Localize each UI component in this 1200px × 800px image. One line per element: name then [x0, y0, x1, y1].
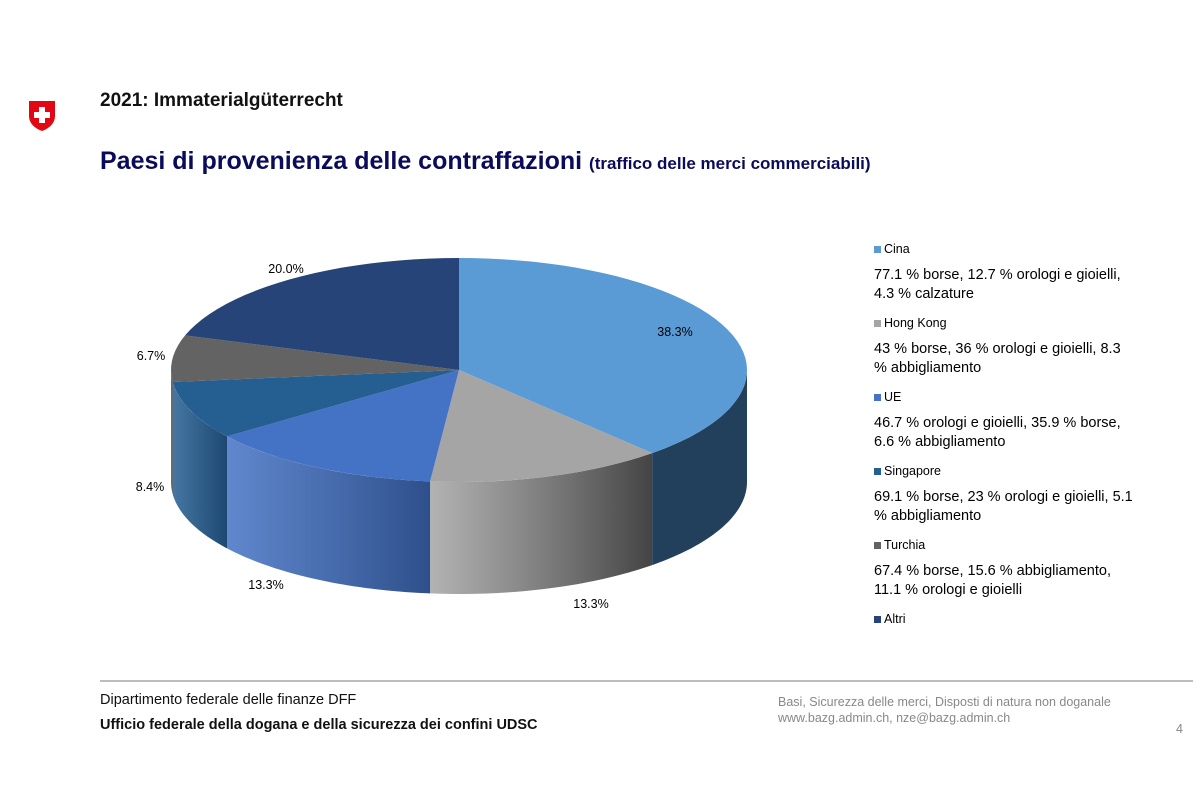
legend-swatch — [874, 319, 881, 327]
pie-slice-singapore — [172, 370, 459, 437]
data-label-cina: 38.3% — [657, 325, 692, 339]
data-label-hong-kong: 13.3% — [573, 597, 608, 611]
data-label-ue: 13.3% — [248, 578, 283, 592]
pie-slice-turchia — [171, 335, 459, 382]
legend-item: UE — [874, 388, 1174, 406]
data-label-turchia: 6.7% — [137, 349, 166, 363]
legend-label: UE — [884, 390, 902, 404]
legend-item: Hong Kong — [874, 314, 1174, 332]
legend-label: Singapore — [884, 464, 941, 478]
legend-item: Altri — [874, 610, 1174, 628]
footer-department: Dipartimento federale delle finanze DFF — [100, 692, 357, 708]
pie-side-hong-kong — [430, 453, 653, 594]
legend-description: 46.7 % orologi e gioielli, 35.9 % borse,… — [874, 415, 1121, 450]
slide-title: Paesi di provenienza delle contraffazion… — [100, 147, 871, 176]
legend-swatch — [874, 467, 881, 475]
legend-item: Cina — [874, 240, 1174, 258]
slide-kicker: 2021: Immaterialgüterrecht — [100, 90, 343, 111]
pie-side-turchia — [171, 370, 173, 494]
legend-label: Cina — [884, 242, 910, 256]
pie-slice-ue — [227, 370, 459, 482]
footer-info: Basi, Sicurezza delle merci, Disposti di… — [778, 694, 1111, 726]
footer-divider — [100, 680, 1193, 682]
data-label-singapore: 8.4% — [136, 480, 165, 494]
legend-label: Altri — [884, 612, 906, 626]
legend-description: 43 % borse, 36 % orologi e gioielli, 8.3… — [874, 341, 1121, 376]
pie-slice-cina — [459, 258, 747, 454]
legend-item: Singapore — [874, 462, 1174, 480]
pie-side-cina — [652, 370, 747, 566]
slide-title-main: Paesi di provenienza delle contraffazion… — [100, 147, 583, 175]
legend-swatch — [874, 245, 881, 253]
footer-office: Ufficio federale della dogana e della si… — [100, 717, 538, 733]
legend-swatch — [874, 615, 881, 623]
legend-description: 69.1 % borse, 23 % orologi e gioielli, 5… — [874, 489, 1133, 524]
data-label-altri: 20.0% — [268, 262, 303, 276]
legend-label: Hong Kong — [884, 316, 947, 330]
slide-title-subtitle: (traffico delle merci commerciabili) — [589, 154, 871, 173]
pie-top-faces — [171, 258, 747, 482]
legend-description: 67.4 % borse, 15.6 % abbigliamento, 11.1… — [874, 563, 1111, 598]
pie-slice-altri — [185, 258, 459, 370]
legend-swatch — [874, 541, 881, 549]
footer-contact: www.bazg.admin.ch, nze@bazg.admin.ch — [778, 711, 1011, 725]
legend-item: Turchia — [874, 536, 1174, 554]
page-number: 4 — [1176, 722, 1183, 736]
pie-side-ue — [227, 436, 431, 594]
legend-swatch — [874, 393, 881, 401]
legend-description: 77.1 % borse, 12.7 % orologi e gioielli,… — [874, 267, 1121, 302]
pie-chart: 38.3% 13.3% 13.3% 8.4% 6.7% 20.0% — [136, 258, 747, 611]
swiss-cross-shield-icon — [29, 101, 55, 131]
pie-slice-hong-kong — [430, 370, 653, 482]
legend-label: Turchia — [884, 538, 926, 552]
footer-topic: Basi, Sicurezza delle merci, Disposti di… — [778, 695, 1111, 709]
pie-side-singapore — [172, 381, 228, 549]
chart-legend: Cina 77.1 % borse, 12.7 % orologi e gioie… — [874, 240, 1174, 628]
pie-side-walls — [171, 370, 747, 594]
